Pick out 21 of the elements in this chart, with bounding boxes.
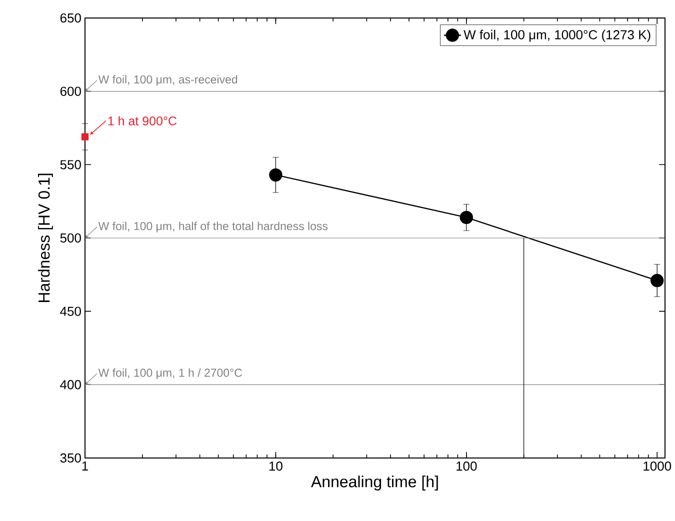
- y-tick-label: 600: [60, 86, 81, 96]
- y-tick-label: 550: [60, 160, 81, 170]
- x-axis-title: Annealing time [h]: [311, 476, 438, 491]
- x-tick-label: 100: [456, 462, 477, 471]
- point: [269, 168, 282, 182]
- legend-label: W foil, 100 μm, as-received: [98, 75, 238, 86]
- y-tick-label: 350: [60, 453, 81, 463]
- y-tick-label: 650: [60, 13, 81, 23]
- annotation: 1 h at 900°C: [108, 116, 177, 126]
- legend-label: W foil, 100 μm, half of the total hardness loss: [98, 222, 328, 232]
- x-tick-label: 1: [82, 462, 88, 470]
- legend-label: W foil, 100 μm, 1 h / 2700°C: [98, 368, 242, 379]
- y-axis-title: Hardness [HV 0.1]: [38, 174, 53, 302]
- point: [460, 210, 474, 224]
- x-tick-label: 1000: [644, 462, 672, 471]
- point: [650, 274, 664, 288]
- y-tick-label: 450: [60, 306, 81, 316]
- y-tick-label: 400: [60, 380, 81, 390]
- legend-label: W foil, 100 μm, 1000°C (1273 K): [464, 30, 650, 42]
- y-tick-label: 500: [60, 233, 81, 243]
- x-tick-label: 10: [269, 462, 282, 471]
